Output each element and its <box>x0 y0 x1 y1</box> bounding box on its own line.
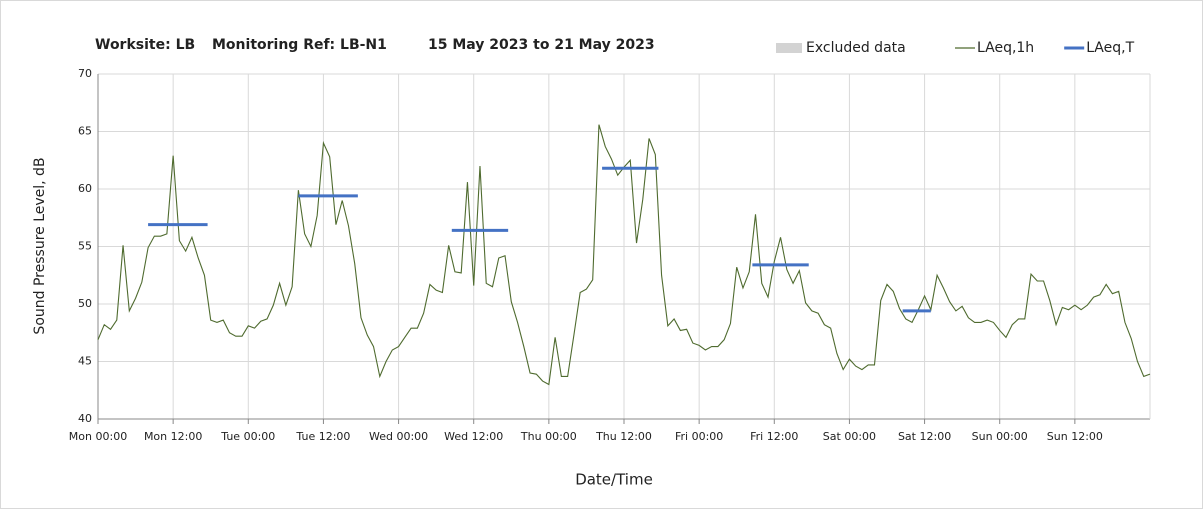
x-tick-label: Mon 00:00 <box>69 430 127 443</box>
y-axis-label: Sound Pressure Level, dB <box>32 157 48 334</box>
x-tick-label: Sun 12:00 <box>1047 430 1103 443</box>
legend-label: LAeq,T <box>1086 40 1134 56</box>
x-tick-label: Thu 12:00 <box>595 430 652 443</box>
title-worksite: Worksite: LB <box>95 37 195 53</box>
x-tick-label: Sat 00:00 <box>823 430 876 443</box>
legend-label: LAeq,1h <box>977 40 1034 56</box>
x-tick-label: Wed 12:00 <box>444 430 503 443</box>
y-tick-label: 65 <box>78 125 92 138</box>
legend-swatch <box>776 43 802 53</box>
y-tick-label: 70 <box>78 67 92 80</box>
y-tick-label: 60 <box>78 182 92 195</box>
x-axis-label: Date/Time <box>575 471 653 489</box>
x-tick-label: Fri 00:00 <box>675 430 723 443</box>
x-tick-label: Tue 12:00 <box>295 430 350 443</box>
title-dates: 15 May 2023 to 21 May 2023 <box>428 37 655 53</box>
y-tick-label: 45 <box>78 355 92 368</box>
x-tick-label: Thu 00:00 <box>520 430 577 443</box>
x-tick-label: Tue 00:00 <box>220 430 275 443</box>
x-tick-label: Sun 00:00 <box>972 430 1028 443</box>
legend-label: Excluded data <box>806 40 906 56</box>
y-tick-label: 55 <box>78 240 92 253</box>
x-tick-label: Mon 12:00 <box>144 430 202 443</box>
y-tick-label: 40 <box>78 412 92 425</box>
x-tick-label: Fri 12:00 <box>750 430 798 443</box>
title-ref: Monitoring Ref: LB-N1 <box>212 37 387 53</box>
y-tick-label: 50 <box>78 297 92 310</box>
x-tick-label: Sat 12:00 <box>898 430 951 443</box>
x-tick-label: Wed 00:00 <box>369 430 428 443</box>
